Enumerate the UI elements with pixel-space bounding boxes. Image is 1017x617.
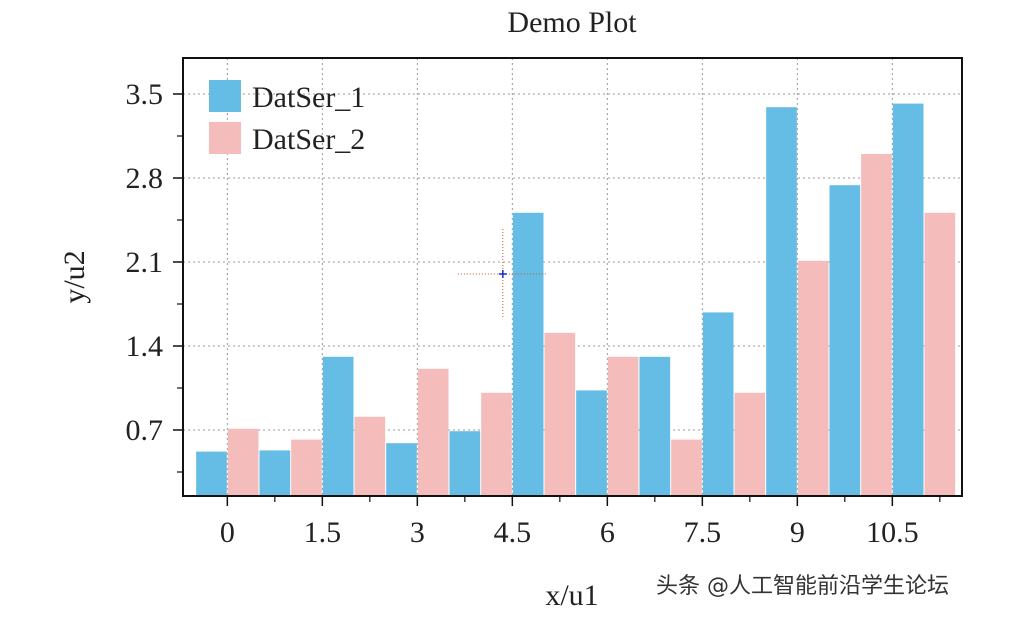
legend-label: DatSer_2: [252, 123, 365, 156]
bar-datser-1: [259, 450, 291, 496]
bar-datser-1: [386, 443, 417, 496]
bar-datser-2: [417, 368, 449, 496]
bar-datser-2: [481, 392, 512, 496]
x-tick-label: 6: [600, 516, 615, 549]
x-tick-label: 10.5: [866, 516, 919, 549]
bar-datser-2: [354, 416, 386, 496]
x-tick-label: 7.5: [684, 516, 722, 549]
bar-datser-2: [291, 439, 322, 496]
legend-swatch-datser-2: [209, 122, 241, 154]
bar-datser-2: [607, 356, 639, 496]
bar-datser-2: [671, 439, 702, 496]
y-tick-label: 3.5: [126, 78, 164, 111]
x-tick-label: 1.5: [304, 516, 342, 549]
x-tick-label: 9: [790, 516, 805, 549]
x-tick-label: 4.5: [494, 516, 532, 549]
plot-frame: [182, 57, 963, 497]
x-tick-label: 3: [410, 516, 425, 549]
bar-datser-1: [449, 431, 481, 496]
chart-title: Demo Plot: [507, 6, 637, 39]
data-cursor[interactable]: [457, 229, 548, 319]
bar-datser-1: [766, 107, 797, 496]
bar-datser-1: [196, 451, 227, 496]
bar-datser-1: [512, 212, 544, 497]
y-axis: 0.7 1.4 2.1 2.8 3.5: [126, 78, 183, 473]
watermark-text: 头条 @人工智能前沿学生论坛: [656, 574, 949, 599]
bar-datser-2: [734, 392, 766, 496]
bar-datser-2: [924, 212, 956, 497]
bar-datser-1: [322, 356, 354, 496]
bar-datser-1: [829, 185, 861, 496]
legend-swatch-datser-1: [209, 80, 241, 112]
y-tick-label: 1.4: [126, 330, 164, 363]
y-tick-label: 0.7: [126, 414, 164, 447]
bars: [196, 103, 956, 497]
bar-datser-1: [702, 312, 734, 496]
x-axis-label: x/u1: [545, 579, 598, 612]
y-tick-label: 2.8: [126, 162, 164, 195]
bar-datser-1: [639, 356, 671, 496]
bar-datser-2: [544, 332, 576, 496]
y-axis-label: y/u2: [58, 250, 91, 303]
legend-label: DatSer_1: [252, 81, 365, 114]
bar-datser-2: [861, 154, 892, 496]
grid-lines: [183, 58, 962, 496]
bar-datser-2: [227, 428, 259, 496]
x-axis: 0 1.5 3 4.5 6 7.5 9 10.5: [220, 496, 941, 549]
bar-datser-2: [797, 260, 829, 496]
y-tick-label: 2.1: [126, 246, 164, 279]
bar-datser-1: [576, 390, 607, 496]
bar-datser-1: [892, 103, 924, 496]
legend: DatSer_1 DatSer_2: [209, 80, 365, 156]
x-tick-label: 0: [220, 516, 235, 549]
